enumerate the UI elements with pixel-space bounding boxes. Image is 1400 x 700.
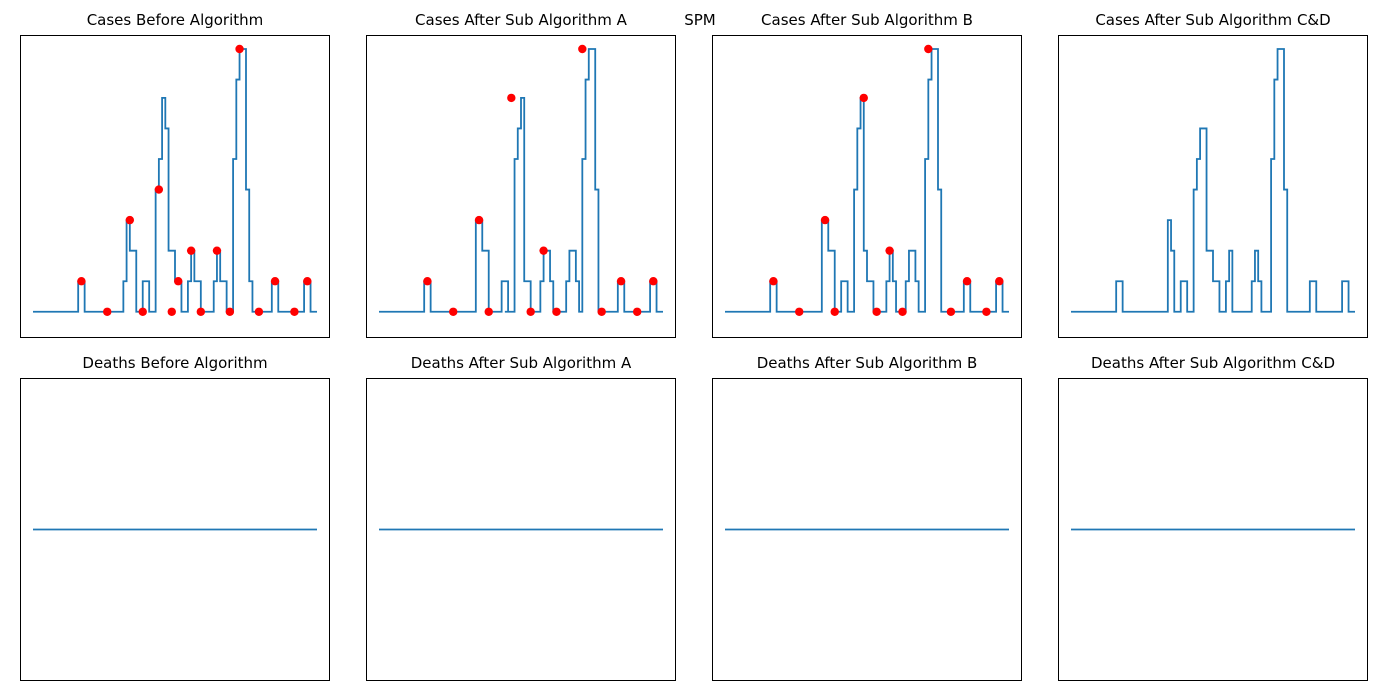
peak-marker bbox=[649, 277, 658, 286]
peak-marker bbox=[539, 246, 548, 255]
subplot-title: Cases After Sub Algorithm A bbox=[415, 11, 627, 29]
subplot-2: Cases After Sub Algorithm A bbox=[366, 11, 676, 338]
peak-marker bbox=[290, 307, 299, 316]
peak-marker bbox=[235, 44, 244, 54]
peak-marker bbox=[616, 277, 626, 286]
peak-marker bbox=[254, 307, 264, 316]
series-line bbox=[1071, 48, 1355, 313]
peak-marker bbox=[303, 277, 312, 286]
subplot-8: Deaths After Sub Algorithm C&D bbox=[1058, 354, 1368, 681]
peak-marker bbox=[526, 307, 535, 316]
subplot-title: Cases After Sub Algorithm B bbox=[761, 11, 973, 29]
plot-area bbox=[725, 44, 1009, 316]
plot-area bbox=[379, 528, 663, 531]
subplot-title: Deaths After Sub Algorithm A bbox=[410, 354, 632, 372]
peak-marker bbox=[924, 44, 933, 54]
plot-area bbox=[33, 528, 317, 531]
peak-marker bbox=[820, 215, 830, 225]
peak-marker bbox=[167, 307, 176, 316]
peak-marker bbox=[597, 307, 606, 316]
subplot-3: Cases After Sub Algorithm B bbox=[712, 11, 1022, 338]
subplot-title: Cases After Sub Algorithm C&D bbox=[1095, 11, 1331, 29]
subplot-title: Deaths Before Algorithm bbox=[82, 354, 268, 372]
peak-marker bbox=[154, 185, 164, 194]
peak-marker bbox=[174, 277, 183, 286]
peak-marker bbox=[474, 215, 484, 225]
peak-marker bbox=[186, 246, 196, 255]
plot-area bbox=[1071, 48, 1355, 313]
peak-marker bbox=[946, 307, 956, 316]
peak-marker bbox=[982, 307, 991, 316]
peak-marker bbox=[769, 277, 778, 286]
peak-marker bbox=[872, 307, 881, 316]
peak-marker bbox=[125, 215, 135, 225]
peak-marker bbox=[449, 307, 458, 316]
peak-marker bbox=[270, 277, 280, 286]
subplot-title: Cases Before Algorithm bbox=[86, 11, 264, 29]
series-line bbox=[33, 48, 317, 313]
peak-marker bbox=[103, 307, 112, 316]
peak-marker bbox=[552, 307, 561, 316]
peak-marker bbox=[77, 277, 86, 286]
peak-marker bbox=[196, 307, 206, 316]
figure-title: SPM bbox=[684, 11, 716, 29]
peak-marker bbox=[962, 277, 972, 286]
subplot-7: Deaths After Sub Algorithm B bbox=[712, 354, 1022, 681]
peak-marker bbox=[484, 307, 493, 316]
peak-marker bbox=[632, 307, 642, 316]
peak-marker bbox=[423, 277, 432, 286]
plot-area bbox=[725, 528, 1009, 531]
peak-marker bbox=[898, 307, 907, 316]
subplot-4: Cases After Sub Algorithm C&D bbox=[1058, 11, 1368, 338]
subplot-title: Deaths After Sub Algorithm B bbox=[756, 354, 978, 372]
subplot-6: Deaths After Sub Algorithm A bbox=[366, 354, 676, 681]
plot-area bbox=[1071, 528, 1355, 531]
subplot-5: Deaths Before Algorithm bbox=[20, 354, 330, 681]
peak-marker bbox=[859, 93, 868, 103]
peak-marker bbox=[225, 307, 235, 316]
peak-marker bbox=[212, 246, 222, 255]
plot-area bbox=[33, 44, 317, 316]
peak-marker bbox=[138, 307, 147, 316]
series-line bbox=[725, 48, 1009, 313]
series-line bbox=[379, 48, 663, 313]
subplot-title: Deaths After Sub Algorithm C&D bbox=[1091, 354, 1335, 372]
peak-marker bbox=[995, 277, 1004, 286]
peak-marker bbox=[795, 307, 804, 316]
peak-marker bbox=[885, 246, 894, 255]
plot-area bbox=[379, 44, 663, 316]
peak-marker bbox=[578, 44, 587, 54]
peak-marker bbox=[830, 307, 839, 316]
subplot-1: Cases Before Algorithm bbox=[20, 11, 330, 338]
peak-marker bbox=[507, 93, 516, 103]
